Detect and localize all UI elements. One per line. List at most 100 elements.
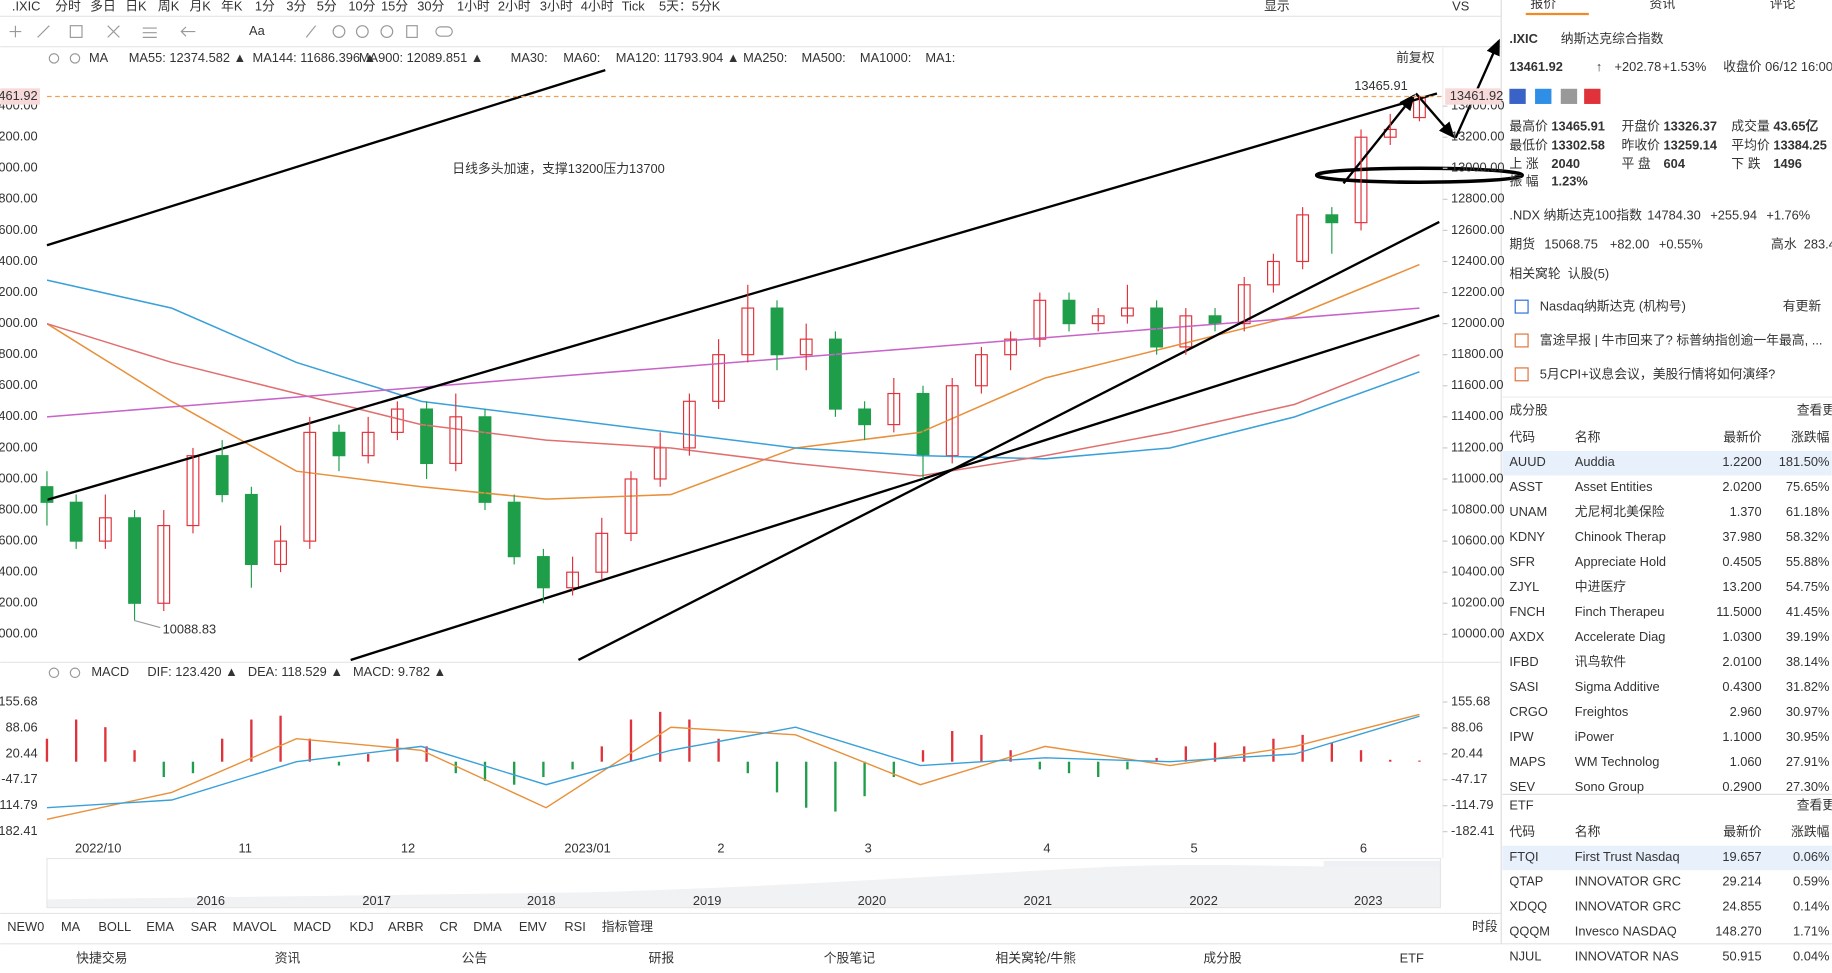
table-cell[interactable]: Chinook Therap (1575, 529, 1666, 544)
table-cell[interactable]: 0.14% (1793, 899, 1829, 914)
table-cell[interactable]: 尤尼柯北美保险 (1575, 504, 1665, 519)
ndx-quote[interactable]: .NDX 纳斯达克100指数 (1509, 207, 1642, 222)
settings-icon[interactable] (48, 667, 60, 679)
table-cell[interactable]: Asset Entities (1575, 479, 1653, 494)
table-cell[interactable]: First Trust Nasdaq (1575, 849, 1680, 864)
table-cell[interactable]: 24.855 (1722, 899, 1761, 914)
adjust-button[interactable]: 前复权 (1396, 50, 1435, 65)
period-tab[interactable]: 3小时 (540, 0, 573, 13)
futures-quote[interactable]: +82.00 (1610, 237, 1650, 252)
futures-quote[interactable]: 期货 (1509, 237, 1535, 252)
table-cell[interactable]: FTQI (1509, 849, 1538, 864)
table-cell[interactable]: SFR (1509, 554, 1535, 569)
table-cell[interactable]: 1.1000 (1722, 729, 1761, 744)
indicator-tab[interactable]: RSI (564, 919, 585, 934)
icon[interactable] (332, 25, 346, 38)
more-link[interactable]: 查看更多 (1797, 403, 1832, 418)
icon[interactable] (37, 25, 50, 38)
table-cell[interactable]: 39.19% (1786, 629, 1830, 644)
period-tab[interactable]: 周K (158, 0, 180, 13)
navigator[interactable] (46, 857, 1442, 909)
ndx-quote[interactable]: +255.94 (1710, 207, 1757, 222)
table-cell[interactable]: 2.960 (1730, 704, 1762, 719)
icon[interactable] (435, 26, 453, 37)
period-tab[interactable]: 分时 (55, 0, 81, 13)
icon[interactable] (107, 25, 120, 38)
table-cell[interactable]: Accelerate Diag (1575, 629, 1666, 644)
period-tab[interactable]: 4小时 (581, 0, 614, 13)
table-cell[interactable]: FNCH (1509, 604, 1545, 619)
table-cell[interactable]: 11.5000 (1716, 604, 1761, 619)
vs-button[interactable]: VS (1452, 0, 1469, 13)
table-cell[interactable]: Sigma Additive (1575, 679, 1660, 694)
period-button[interactable]: 时段 (1472, 919, 1498, 934)
indicator-tab[interactable]: MACD (293, 919, 331, 934)
icon[interactable] (355, 25, 369, 38)
period-tab[interactable]: 1小时 (457, 0, 490, 13)
icon[interactable] (1509, 88, 1526, 104)
icon[interactable] (406, 25, 418, 38)
period-tab[interactable]: 1分 (255, 0, 275, 13)
table-cell[interactable]: 27.30% (1786, 779, 1830, 794)
table-cell[interactable]: XDQQ (1509, 899, 1547, 914)
icon[interactable] (305, 25, 317, 38)
table-cell[interactable]: ZJYL (1509, 579, 1539, 594)
table-cell[interactable]: ASST (1509, 479, 1543, 494)
table-cell[interactable]: 中进医疗 (1575, 579, 1626, 594)
futures-quote[interactable]: 高水 (1771, 237, 1797, 252)
table-cell[interactable]: CRGO (1509, 704, 1548, 719)
warrants-link[interactable]: 认股(5) (1568, 266, 1609, 281)
period-tab[interactable]: 多日 (90, 0, 116, 13)
table-cell[interactable]: 0.59% (1793, 874, 1829, 889)
table-cell[interactable]: Appreciate Hold (1575, 554, 1666, 569)
table-cell[interactable]: 61.18% (1786, 504, 1830, 519)
indicator-tab[interactable]: KDJ (349, 919, 373, 934)
futures-quote[interactable]: 15068.75 (1544, 237, 1598, 252)
indicator-tab[interactable]: MA (61, 919, 81, 934)
table-cell[interactable]: 50.915 (1722, 949, 1761, 964)
table-cell[interactable]: 2.0100 (1722, 654, 1761, 669)
table-cell[interactable]: KDNY (1509, 529, 1545, 544)
table-cell[interactable]: Sono Group (1575, 779, 1644, 794)
period-tab[interactable]: 日K (125, 0, 147, 13)
table-cell[interactable]: 148.270 (1715, 924, 1761, 939)
period-tab[interactable]: 3分 (286, 0, 306, 13)
table-cell[interactable]: NJUL (1509, 949, 1541, 964)
table-cell[interactable]: 58.32% (1786, 529, 1830, 544)
period-tab[interactable]: 10分 (348, 0, 375, 13)
table-cell[interactable]: 1.2200 (1722, 454, 1761, 469)
display-button[interactable]: 显示 (1264, 0, 1290, 13)
table-cell[interactable]: INNOVATOR NAS (1575, 949, 1679, 964)
ndx-quote[interactable]: +1.76% (1766, 207, 1810, 222)
indicator-tab[interactable]: ARBR (388, 919, 424, 934)
table-cell[interactable]: 1.0300 (1722, 629, 1761, 644)
icon[interactable] (380, 25, 394, 38)
table-cell[interactable]: 55.88% (1786, 554, 1830, 569)
futures-quote[interactable]: +0.55% (1659, 237, 1703, 252)
table-cell[interactable]: 41.45% (1786, 604, 1830, 619)
more-link[interactable]: 查看更多 (1797, 797, 1832, 812)
ndx-quote[interactable]: 14784.30 (1647, 207, 1701, 222)
period-tab[interactable]: 5分 (317, 0, 337, 13)
side-tab[interactable]: 评论 (1770, 0, 1796, 11)
table-cell[interactable]: 讯鸟软件 (1575, 654, 1626, 669)
table-cell[interactable]: 1.71% (1793, 924, 1829, 939)
table-cell[interactable]: Finch Therapeu (1575, 604, 1665, 619)
table-cell[interactable]: Auddia (1575, 454, 1616, 469)
news-item[interactable]: 5月CPI+议息会议，美股行情将如何演绎? (1540, 366, 1776, 381)
table-cell[interactable]: MAPS (1509, 754, 1545, 769)
period-tab[interactable]: 月K (189, 0, 211, 13)
table-cell[interactable]: 37.980 (1722, 529, 1761, 544)
table-cell[interactable]: 29.214 (1722, 874, 1761, 889)
table-cell[interactable]: 54.75% (1786, 579, 1830, 594)
table-cell[interactable]: 13.200 (1722, 579, 1761, 594)
table-cell[interactable]: 75.65% (1786, 479, 1830, 494)
period-tab[interactable]: 5天：5分K (659, 0, 721, 13)
table-cell[interactable]: SASI (1509, 679, 1538, 694)
period-tab[interactable]: 15分 (381, 0, 408, 13)
settings-icon[interactable] (48, 53, 60, 64)
indicator-tab[interactable]: MAVOL (233, 919, 277, 934)
table-cell[interactable]: 0.4300 (1722, 679, 1761, 694)
indicator-tab[interactable]: BOLL (98, 919, 131, 934)
indicator-tab[interactable]: CR (439, 919, 458, 934)
